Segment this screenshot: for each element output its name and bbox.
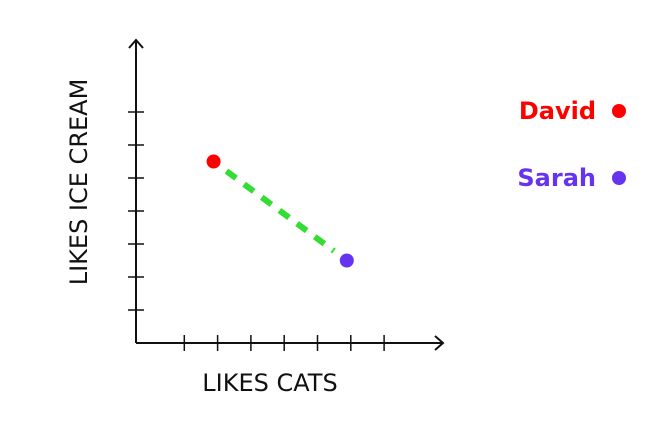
x-axis-label: LIKES CATS — [202, 369, 337, 397]
legend: David Sarah — [517, 97, 626, 192]
data-points — [206, 154, 354, 268]
legend-marker-david — [612, 104, 626, 118]
y-axis-arrowhead — [128, 38, 144, 49]
x-axis — [136, 335, 445, 351]
point-sarah — [339, 253, 354, 268]
x-axis-arrowhead — [434, 335, 445, 351]
connector-dashed-line — [224, 168, 336, 254]
legend-label-sarah: Sarah — [517, 164, 596, 192]
point-david — [206, 154, 221, 169]
x-axis-ticks — [183, 335, 385, 351]
legend-label-david: David — [519, 97, 596, 125]
legend-marker-sarah — [612, 171, 626, 185]
y-axis-ticks — [128, 111, 144, 311]
y-axis — [128, 38, 144, 343]
y-axis-label: LIKES ICE CREAM — [65, 79, 93, 286]
